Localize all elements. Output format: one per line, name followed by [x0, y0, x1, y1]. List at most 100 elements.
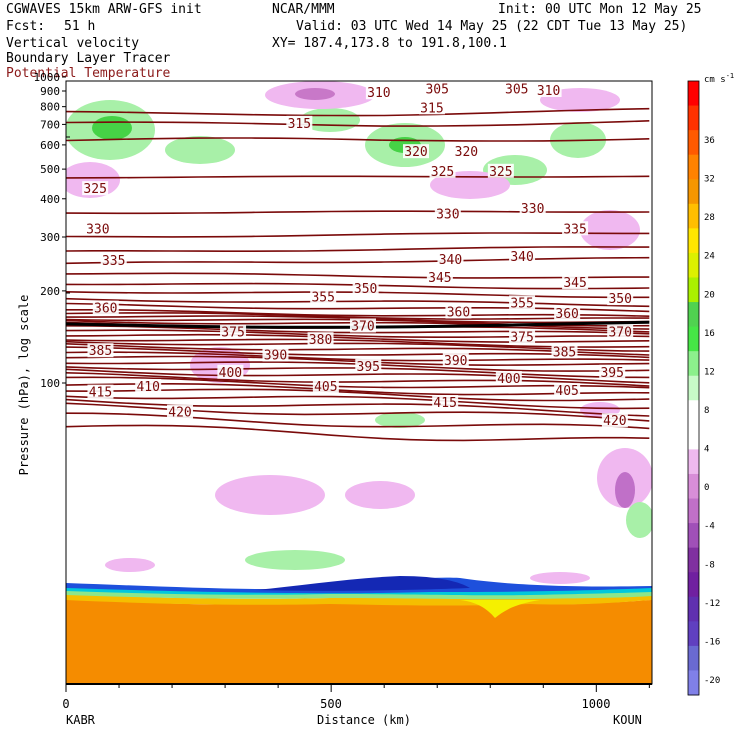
theta-isoline — [66, 376, 650, 389]
colorbar-label: -12 — [704, 599, 720, 609]
colorbar-label: 28 — [704, 213, 715, 223]
svg-text:390: 390 — [444, 354, 467, 369]
svg-text:330: 330 — [521, 202, 544, 217]
colorbar — [687, 80, 700, 696]
theta-isoline — [66, 333, 650, 343]
theta-label: 345 — [562, 275, 589, 291]
updraft-area — [375, 412, 425, 428]
y-tick-label: 700 — [40, 118, 60, 131]
colorbar-swatch — [688, 81, 699, 107]
tracer-yellow-dip — [460, 600, 540, 618]
theta-label: 370 — [607, 324, 634, 341]
x-tick-label: 0 — [62, 697, 69, 711]
svg-text:360: 360 — [447, 305, 470, 320]
colorbar-label: -16 — [704, 637, 720, 647]
colorbar-swatch — [688, 228, 699, 254]
colorbar-labels: 36 32 28 24 20 16 12 8 4 0 -4 -8 -12 -16 -20 — [704, 136, 720, 686]
updraft-area — [165, 136, 235, 164]
svg-text:400: 400 — [497, 372, 520, 387]
colorbar-swatch — [688, 179, 699, 205]
colorbar-swatch — [688, 277, 699, 303]
svg-text:355: 355 — [510, 296, 533, 311]
svg-text:370: 370 — [608, 326, 631, 341]
theta-label: 340 — [437, 252, 464, 268]
colorbar-swatch — [688, 130, 699, 156]
theta-label: 345 — [426, 270, 453, 286]
colorbar-label: -8 — [704, 560, 715, 570]
theta-isoline — [66, 388, 650, 402]
y-tick-label: 900 — [40, 85, 60, 98]
y-tick-label: 600 — [40, 139, 60, 152]
colorbar-label: 8 — [704, 406, 709, 416]
downdraft-area — [430, 171, 510, 199]
svg-text:400: 400 — [219, 366, 242, 381]
colorbar-swatch — [688, 302, 699, 328]
field-boundary-layer-tracer: Boundary Layer Tracer — [6, 51, 171, 66]
colorbar-label: 4 — [704, 445, 709, 455]
colorbar-label: 24 — [704, 252, 715, 262]
colorbar-swatch — [688, 473, 699, 500]
svg-text:330: 330 — [436, 208, 459, 223]
theta-label: 415 — [432, 395, 459, 411]
forecast-hour: 51 h — [64, 19, 96, 34]
y-axis-title: Pressure (hPa), log scale — [17, 295, 31, 476]
theta-isoline — [66, 412, 650, 430]
theta-label: 330 — [84, 221, 111, 237]
theta-isoline — [66, 329, 650, 338]
theta-isoline — [66, 210, 650, 215]
theta-label: 370 — [349, 318, 376, 334]
svg-text:410: 410 — [136, 380, 159, 395]
theta-isoline — [66, 315, 650, 324]
colorbar-swatch — [688, 154, 699, 180]
svg-text:345: 345 — [563, 276, 586, 291]
theta-label: 410 — [135, 379, 162, 395]
colorbar-swatch — [688, 424, 699, 450]
model-title: CGWAVES 15km ARW-GFS init — [6, 2, 202, 17]
end-station: KOUN — [613, 713, 642, 727]
theta-isoline — [66, 297, 650, 308]
tracer-fill-orange — [66, 598, 652, 684]
theta-label: 305 — [503, 81, 530, 98]
svg-text:380: 380 — [309, 333, 332, 348]
svg-text:325: 325 — [431, 165, 454, 180]
colorbar-swatch — [688, 596, 699, 622]
theta-label: 335 — [100, 253, 127, 269]
svg-text:360: 360 — [555, 307, 578, 322]
colorbar-label: 0 — [704, 483, 709, 493]
svg-text:385: 385 — [553, 345, 576, 360]
theta-label: 400 — [217, 364, 244, 381]
svg-text:395: 395 — [357, 360, 380, 375]
tracer-band-green — [66, 590, 652, 600]
theta-isoline — [66, 368, 650, 384]
svg-text:325: 325 — [83, 182, 106, 197]
svg-text:305: 305 — [425, 83, 448, 98]
x-axis — [65, 684, 650, 692]
downdraft-core — [615, 472, 635, 508]
theta-label: 310 — [535, 83, 562, 99]
y-tick-label: 200 — [40, 285, 60, 298]
y-tick-label: 100 — [40, 377, 60, 390]
theta-label: 390 — [262, 347, 289, 363]
theta-isoline — [66, 120, 650, 127]
updraft-area — [626, 502, 652, 538]
svg-text:310: 310 — [367, 86, 390, 101]
colorbar-swatch — [688, 105, 699, 131]
theta-label: 315 — [286, 115, 313, 132]
updraft-core — [92, 116, 132, 140]
colorbar-label: -20 — [704, 676, 720, 686]
colorbar-unit: cm s-1 — [704, 72, 734, 85]
y-tick-label: 300 — [40, 231, 60, 244]
downdraft-area — [530, 572, 590, 584]
colorbar-swatch — [688, 572, 699, 598]
valid-time: Valid: 03 UTC Wed 14 May 25 (22 CDT Tue … — [296, 19, 688, 34]
theta-label: 325 — [487, 163, 514, 180]
svg-text:340: 340 — [439, 253, 462, 268]
theta-isoline — [66, 107, 650, 117]
xy-endpoints: XY= 187.4,173.8 to 191.8,100.1 — [272, 36, 507, 51]
downdraft-area — [580, 210, 640, 250]
theta-isoline — [66, 424, 650, 442]
svg-text:325: 325 — [489, 165, 512, 180]
downdraft-area — [345, 481, 415, 509]
